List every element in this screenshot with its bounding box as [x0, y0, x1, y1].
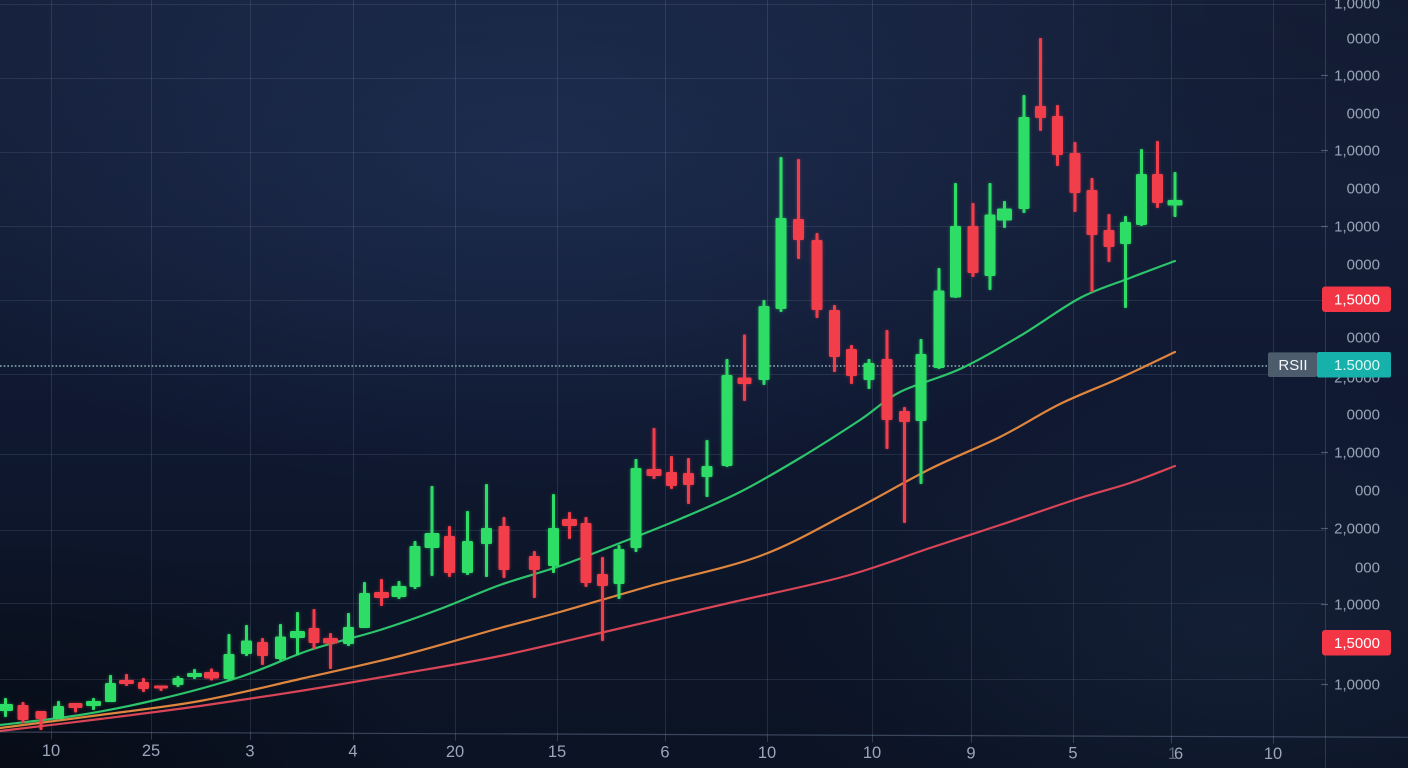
svg-text:16: 16: [1168, 745, 1183, 763]
svg-text:20: 20: [446, 743, 464, 761]
svg-text:25: 25: [142, 742, 160, 760]
svg-text:0000: 0000: [1347, 329, 1380, 346]
svg-text:0000: 0000: [1347, 406, 1380, 423]
svg-text:1,5000: 1,5000: [1334, 292, 1380, 309]
svg-text:000: 000: [1355, 482, 1380, 499]
svg-text:1,0000: 1,0000: [1334, 218, 1380, 235]
svg-text:10: 10: [1264, 745, 1282, 763]
svg-text:3: 3: [245, 742, 254, 760]
svg-text:15: 15: [548, 743, 566, 761]
svg-text:1,0000: 1,0000: [1334, 142, 1380, 159]
svg-text:0000: 0000: [1347, 105, 1380, 122]
svg-text:5: 5: [1068, 745, 1077, 763]
svg-text:1,0000: 1,0000: [1334, 67, 1380, 84]
svg-text:1.5000: 1.5000: [1334, 357, 1380, 374]
svg-text:6: 6: [660, 744, 669, 762]
svg-text:0000: 0000: [1347, 30, 1380, 47]
svg-text:9: 9: [966, 744, 975, 762]
svg-text:1,0000: 1,0000: [1334, 596, 1380, 613]
svg-text:000: 000: [1355, 559, 1380, 576]
svg-text:10: 10: [863, 744, 881, 762]
svg-text:2,0000: 2,0000: [1334, 520, 1380, 537]
svg-text:1,0000: 1,0000: [1334, 444, 1380, 461]
svg-text:1,0000: 1,0000: [1334, 676, 1380, 693]
svg-text:0000: 0000: [1347, 180, 1380, 197]
svg-text:1,0000: 1,0000: [1334, 0, 1380, 12]
svg-text:0000: 0000: [1347, 256, 1380, 273]
svg-text:4: 4: [348, 743, 357, 761]
svg-text:10: 10: [42, 742, 60, 760]
svg-text:1,5000: 1,5000: [1334, 635, 1380, 652]
svg-text:RSII: RSII: [1278, 357, 1307, 374]
svg-text:10: 10: [758, 744, 776, 762]
